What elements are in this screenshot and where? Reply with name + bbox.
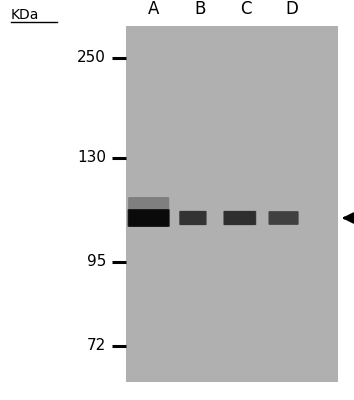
FancyBboxPatch shape <box>224 211 256 225</box>
FancyBboxPatch shape <box>128 209 170 227</box>
FancyBboxPatch shape <box>269 212 298 224</box>
FancyBboxPatch shape <box>268 211 299 225</box>
Text: B: B <box>194 0 206 18</box>
FancyBboxPatch shape <box>269 211 298 225</box>
FancyBboxPatch shape <box>128 209 170 227</box>
Bar <box>126 26 338 382</box>
Text: 130: 130 <box>77 150 106 166</box>
FancyBboxPatch shape <box>224 211 256 225</box>
FancyBboxPatch shape <box>180 211 206 225</box>
Text: 72: 72 <box>87 338 106 354</box>
FancyBboxPatch shape <box>128 197 169 227</box>
Text: KDa: KDa <box>11 8 39 22</box>
FancyBboxPatch shape <box>223 211 256 225</box>
FancyBboxPatch shape <box>179 211 206 225</box>
FancyBboxPatch shape <box>128 210 169 226</box>
FancyBboxPatch shape <box>179 211 207 225</box>
Text: A: A <box>148 0 160 18</box>
Text: 250: 250 <box>77 50 106 66</box>
FancyBboxPatch shape <box>268 211 299 225</box>
FancyBboxPatch shape <box>179 211 206 225</box>
FancyBboxPatch shape <box>129 210 169 226</box>
Text: D: D <box>286 0 298 18</box>
FancyBboxPatch shape <box>179 211 207 225</box>
FancyBboxPatch shape <box>269 212 298 224</box>
Text: C: C <box>240 0 252 18</box>
FancyBboxPatch shape <box>223 211 257 225</box>
FancyBboxPatch shape <box>224 211 256 225</box>
FancyBboxPatch shape <box>127 209 170 227</box>
Text: 95: 95 <box>87 254 106 270</box>
